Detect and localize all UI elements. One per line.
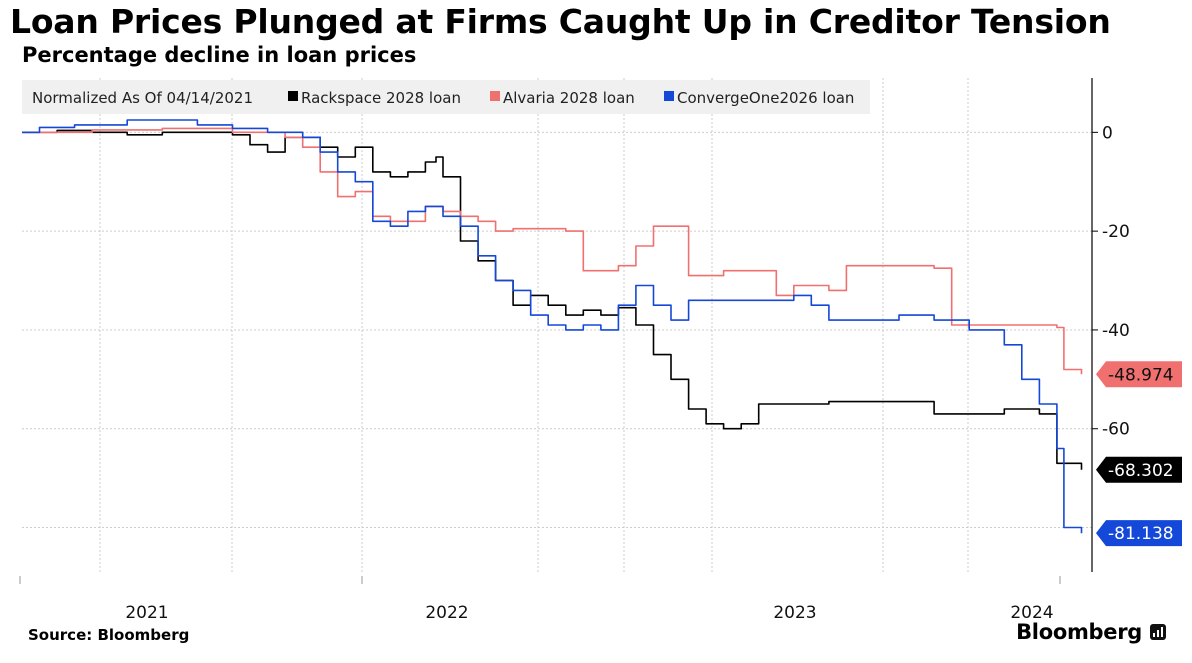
brand-logo: Bloomberg [1016,620,1166,644]
legend-entry: Rackspace 2028 loan [301,89,461,107]
x-tick-label: 2023 [773,603,816,623]
chart-subtitle: Percentage decline in loan prices [22,43,417,67]
y-tick-label: -20 [1102,222,1130,242]
chart-title: Loan Prices Plunged at Firms Caught Up i… [10,2,1111,41]
last-value-tag [1096,520,1182,547]
y-tick-label: 0 [1102,123,1113,143]
source-note: Source: Bloomberg [28,626,190,644]
legend-header: Normalized As Of 04/14/2021 [32,89,253,107]
y-tick-label: -40 [1102,321,1130,341]
axes: 0 -20 -40 -60 2021 2022 2023 2024 [19,78,1130,623]
legend-swatch [490,91,500,101]
legend-swatch [288,91,298,101]
x-tick-label: 2021 [125,603,168,623]
x-tick-label: 2022 [425,603,468,623]
series-line [22,127,1083,375]
series-line [22,119,1083,534]
series-line [22,129,1083,470]
bloomberg-terminal-icon [1150,624,1166,640]
legend-swatch [664,91,674,101]
legend: Normalized As Of 04/14/2021 Rackspace 202… [22,80,870,114]
last-value-labels: -68.302 -48.974 -81.138 [1096,361,1182,547]
x-tick-label: 2024 [1010,603,1053,623]
last-value-label: -81.138 [1108,524,1174,544]
last-value-label: -48.974 [1108,365,1174,385]
legend-entry: ConvergeOne2026 loan [677,89,854,107]
last-value-label: -68.302 [1108,461,1174,481]
y-tick-label: -60 [1102,420,1130,440]
last-value-tag [1096,361,1182,388]
last-value-tag [1096,456,1182,483]
legend-background [22,80,870,114]
series-lines [22,119,1083,534]
legend-entry: Alvaria 2028 loan [503,89,635,107]
brand-name: Bloomberg [1016,620,1142,644]
